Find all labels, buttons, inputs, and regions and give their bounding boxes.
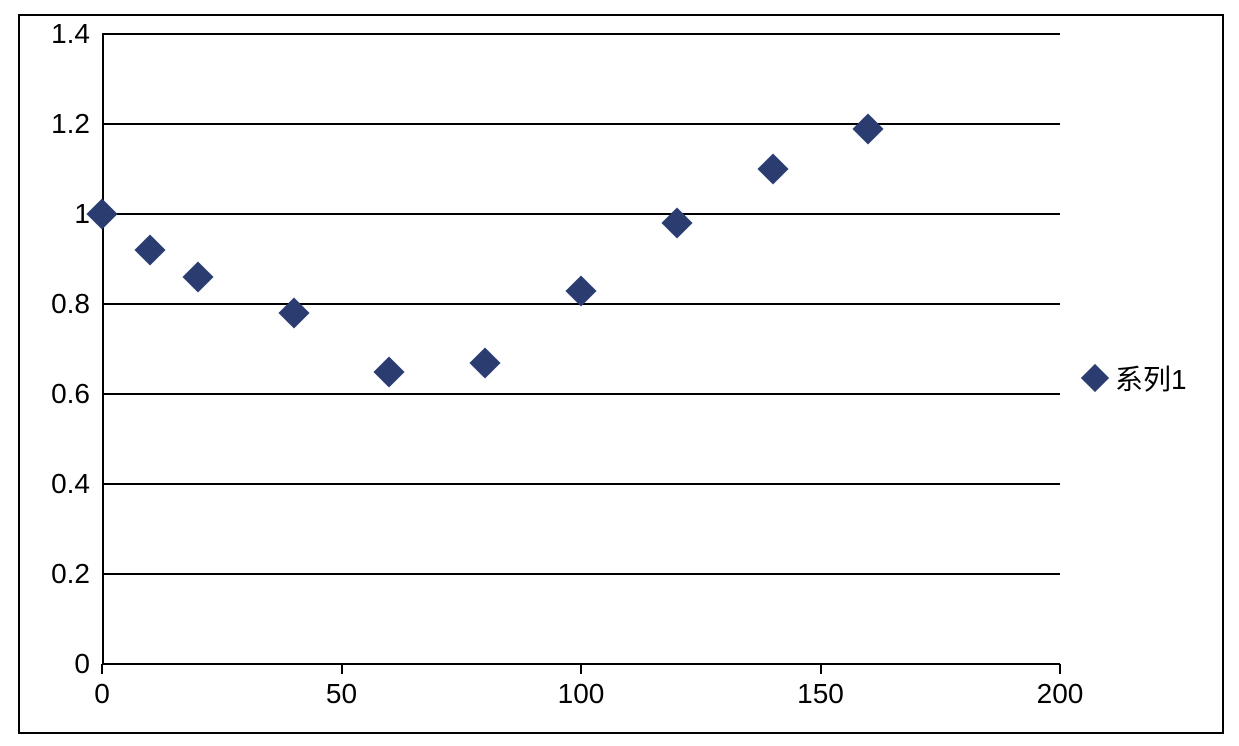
x-tick-label: 150: [797, 678, 844, 710]
y-tick-label: 1.2: [51, 108, 90, 140]
data-point: [757, 153, 788, 184]
x-tick-mark: [580, 664, 582, 674]
data-point: [853, 113, 884, 144]
x-tick-mark: [101, 664, 103, 674]
gridline-horizontal: [102, 483, 1060, 485]
x-tick-mark: [1059, 664, 1061, 674]
data-point: [374, 356, 405, 387]
gridline-horizontal: [102, 33, 1060, 35]
x-tick-label: 50: [326, 678, 357, 710]
legend-marker-icon: [1081, 364, 1109, 392]
x-tick-mark: [341, 664, 343, 674]
scatter-chart: 系列1 0 0.2 0.4 0.6 0.8 1 1.2 1.4 0 50 100 150 200: [0, 0, 1239, 746]
data-point: [182, 261, 213, 292]
y-tick-label: 1: [74, 198, 90, 230]
y-axis: [102, 34, 104, 664]
data-point: [134, 234, 165, 265]
x-tick-mark: [820, 664, 822, 674]
gridline-horizontal: [102, 393, 1060, 395]
x-tick-label: 100: [558, 678, 605, 710]
legend: 系列1: [1085, 358, 1187, 398]
plot-area: [102, 34, 1060, 664]
gridline-horizontal: [102, 123, 1060, 125]
y-tick-label: 0.8: [51, 288, 90, 320]
gridline-horizontal: [102, 213, 1060, 215]
data-point: [565, 275, 596, 306]
x-tick-label: 0: [94, 678, 110, 710]
y-tick-label: 0: [74, 648, 90, 680]
y-tick-label: 0.6: [51, 378, 90, 410]
y-tick-label: 1.4: [51, 18, 90, 50]
data-point: [470, 347, 501, 378]
y-tick-label: 0.2: [51, 558, 90, 590]
y-tick-label: 0.4: [51, 468, 90, 500]
legend-label: 系列1: [1115, 358, 1187, 398]
gridline-horizontal: [102, 573, 1060, 575]
x-tick-label: 200: [1037, 678, 1084, 710]
